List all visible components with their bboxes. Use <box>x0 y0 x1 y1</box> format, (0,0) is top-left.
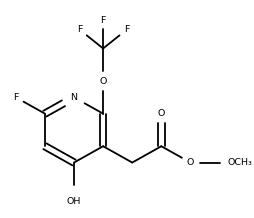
Text: O: O <box>187 158 194 167</box>
Text: OH: OH <box>67 198 81 206</box>
Text: F: F <box>100 16 106 25</box>
Text: OCH₃: OCH₃ <box>228 158 252 167</box>
Text: F: F <box>124 25 129 34</box>
Text: O: O <box>100 77 107 85</box>
Text: F: F <box>77 25 83 34</box>
Text: O: O <box>158 109 165 118</box>
Text: N: N <box>71 93 77 102</box>
Text: F: F <box>13 93 19 102</box>
